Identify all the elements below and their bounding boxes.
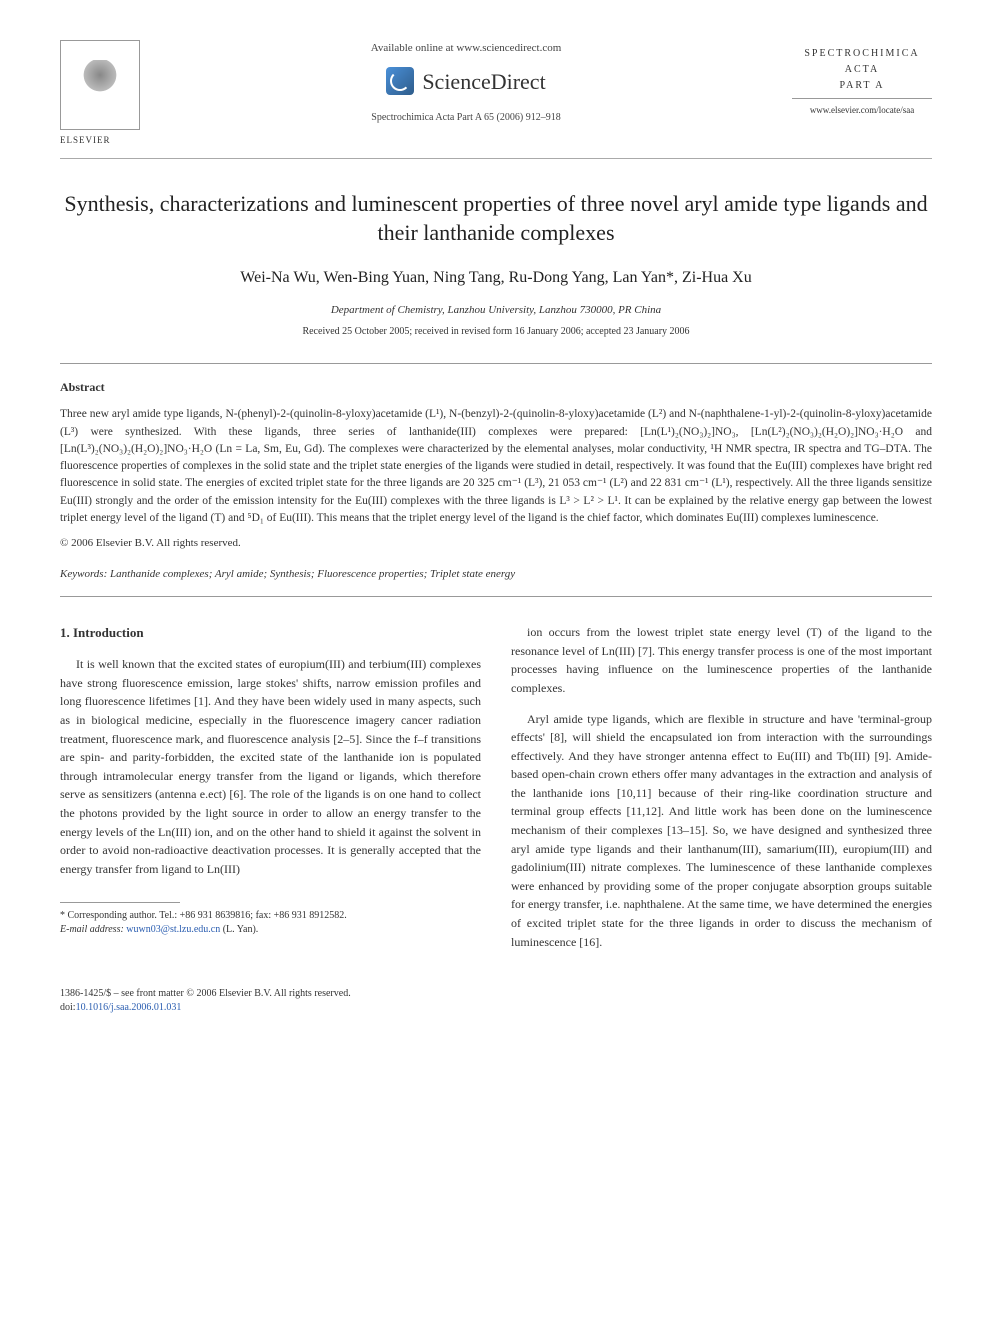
sciencedirect-brand: ScienceDirect <box>160 65 772 98</box>
available-online-text: Available online at www.sciencedirect.co… <box>160 40 772 57</box>
doi-line: doi:10.1016/j.saa.2006.01.031 <box>60 1001 932 1015</box>
article-affiliation: Department of Chemistry, Lanzhou Univers… <box>60 302 932 319</box>
journal-title-box: SPECTROCHIMICA ACTA PART A www.elsevier.… <box>792 40 932 117</box>
article-authors: Wei-Na Wu, Wen-Bing Yuan, Ning Tang, Ru-… <box>60 266 932 290</box>
column-right: ion occurs from the lowest triplet state… <box>511 623 932 963</box>
journal-box-line1: SPECTROCHIMICA <box>792 46 932 62</box>
intro-paragraph-3: Aryl amide type ligands, which are flexi… <box>511 710 932 952</box>
abstract-copyright: © 2006 Elsevier B.V. All rights reserved… <box>60 535 932 552</box>
journal-box-divider <box>792 98 932 99</box>
email-link[interactable]: wuwn03@st.lzu.edu.cn <box>126 924 220 935</box>
intro-heading: 1. Introduction <box>60 623 481 643</box>
abstract-top-divider <box>60 363 932 364</box>
elsevier-logo <box>60 40 140 130</box>
elsevier-tree-icon <box>80 60 120 110</box>
article-title: Synthesis, characterizations and lumines… <box>60 189 932 248</box>
journal-url: www.elsevier.com/locate/saa <box>792 103 932 117</box>
keywords-text: Lanthanide complexes; Aryl amide; Synthe… <box>110 568 515 580</box>
doi-label: doi: <box>60 1002 76 1013</box>
publisher-block: ELSEVIER <box>60 40 140 148</box>
email-label: E-mail address: <box>60 924 124 935</box>
email-line: E-mail address: wuwn03@st.lzu.edu.cn (L.… <box>60 923 481 937</box>
footnote-block: * Corresponding author. Tel.: +86 931 86… <box>60 909 481 937</box>
header-divider <box>60 158 932 159</box>
page-header: ELSEVIER Available online at www.science… <box>60 40 932 148</box>
doi-link[interactable]: 10.1016/j.saa.2006.01.031 <box>76 1002 182 1013</box>
journal-box-line3: PART A <box>792 78 932 94</box>
issn-line: 1386-1425/$ – see front matter © 2006 El… <box>60 987 932 1001</box>
abstract-bottom-divider <box>60 596 932 597</box>
footer-meta: 1386-1425/$ – see front matter © 2006 El… <box>60 987 932 1015</box>
footnote-separator <box>60 902 180 903</box>
keywords-label: Keywords: <box>60 568 107 580</box>
abstract-heading: Abstract <box>60 378 932 396</box>
sciencedirect-text: ScienceDirect <box>422 65 545 98</box>
column-left: 1. Introduction It is well known that th… <box>60 623 481 963</box>
corresponding-author: * Corresponding author. Tel.: +86 931 86… <box>60 909 481 923</box>
center-header: Available online at www.sciencedirect.co… <box>140 40 792 125</box>
body-columns: 1. Introduction It is well known that th… <box>60 623 932 963</box>
sciencedirect-icon <box>386 67 414 95</box>
keywords: Keywords: Lanthanide complexes; Aryl ami… <box>60 566 932 583</box>
email-suffix: (L. Yan). <box>223 924 259 935</box>
abstract-text: Three new aryl amide type ligands, N-(ph… <box>60 406 932 527</box>
article-dates: Received 25 October 2005; received in re… <box>60 324 932 339</box>
journal-reference: Spectrochimica Acta Part A 65 (2006) 912… <box>160 110 772 125</box>
publisher-name: ELSEVIER <box>60 134 140 148</box>
journal-box-line2: ACTA <box>792 62 932 78</box>
intro-paragraph-2: ion occurs from the lowest triplet state… <box>511 623 932 697</box>
intro-paragraph-1: It is well known that the excited states… <box>60 655 481 878</box>
